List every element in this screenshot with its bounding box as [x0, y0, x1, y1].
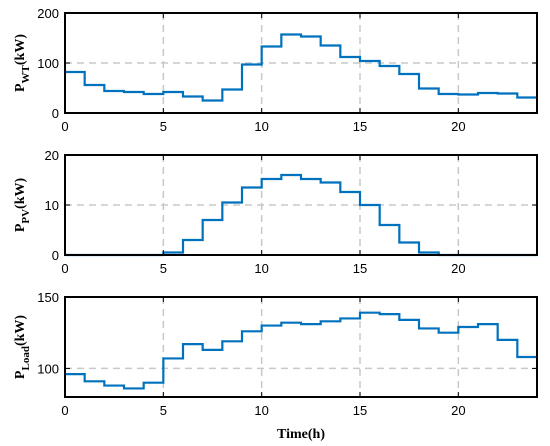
- series-line-wt: [65, 33, 537, 102]
- y-tick-label: 10: [45, 198, 59, 213]
- x-tick-label: 15: [353, 119, 367, 134]
- y-tick-label: 100: [37, 56, 59, 71]
- x-tick-label: 20: [451, 119, 465, 134]
- y-tick-label: 150: [37, 290, 59, 305]
- series-line-pv: [65, 173, 537, 257]
- axes-box-wt: [64, 12, 538, 114]
- x-tick-label: 10: [254, 119, 268, 134]
- panel-pv: 0 5 10 15 20 0 10 20 PPV(kW): [13, 148, 538, 276]
- x-tick-label: 10: [254, 403, 268, 418]
- y-tick-label: 100: [37, 361, 59, 376]
- axes-box-pv: [64, 154, 538, 256]
- panel-load: 0 5 10 15 20 100 150 PLoad(kW) Time(h): [13, 290, 538, 442]
- axes-box-load: [64, 296, 538, 398]
- y-tick-label: 200: [37, 6, 59, 21]
- series-line-load: [65, 311, 537, 390]
- x-tick-label: 10: [254, 261, 268, 276]
- x-tick-label: 15: [353, 403, 367, 418]
- y-axis-label-load: PLoad(kW): [13, 315, 32, 379]
- y-tick-label: 0: [52, 106, 59, 121]
- x-tick-label: 20: [451, 403, 465, 418]
- x-tick-label: 0: [61, 261, 68, 276]
- x-tick-label: 0: [61, 119, 68, 134]
- x-tick-label: 0: [61, 403, 68, 418]
- x-axis-label: Time(h): [277, 427, 325, 442]
- y-tick-label: 0: [52, 248, 59, 263]
- x-tick-label: 5: [160, 119, 167, 134]
- x-tick-label: 15: [353, 261, 367, 276]
- x-tick-label: 5: [160, 261, 167, 276]
- y-tick-label: 20: [45, 148, 59, 163]
- plot-area-load: [65, 297, 537, 397]
- x-tick-label: 20: [451, 261, 465, 276]
- y-axis-label-pv: PPV(kW): [13, 177, 32, 232]
- x-tick-label: 5: [160, 403, 167, 418]
- y-axis-label-wt: PWT(kW): [13, 34, 32, 92]
